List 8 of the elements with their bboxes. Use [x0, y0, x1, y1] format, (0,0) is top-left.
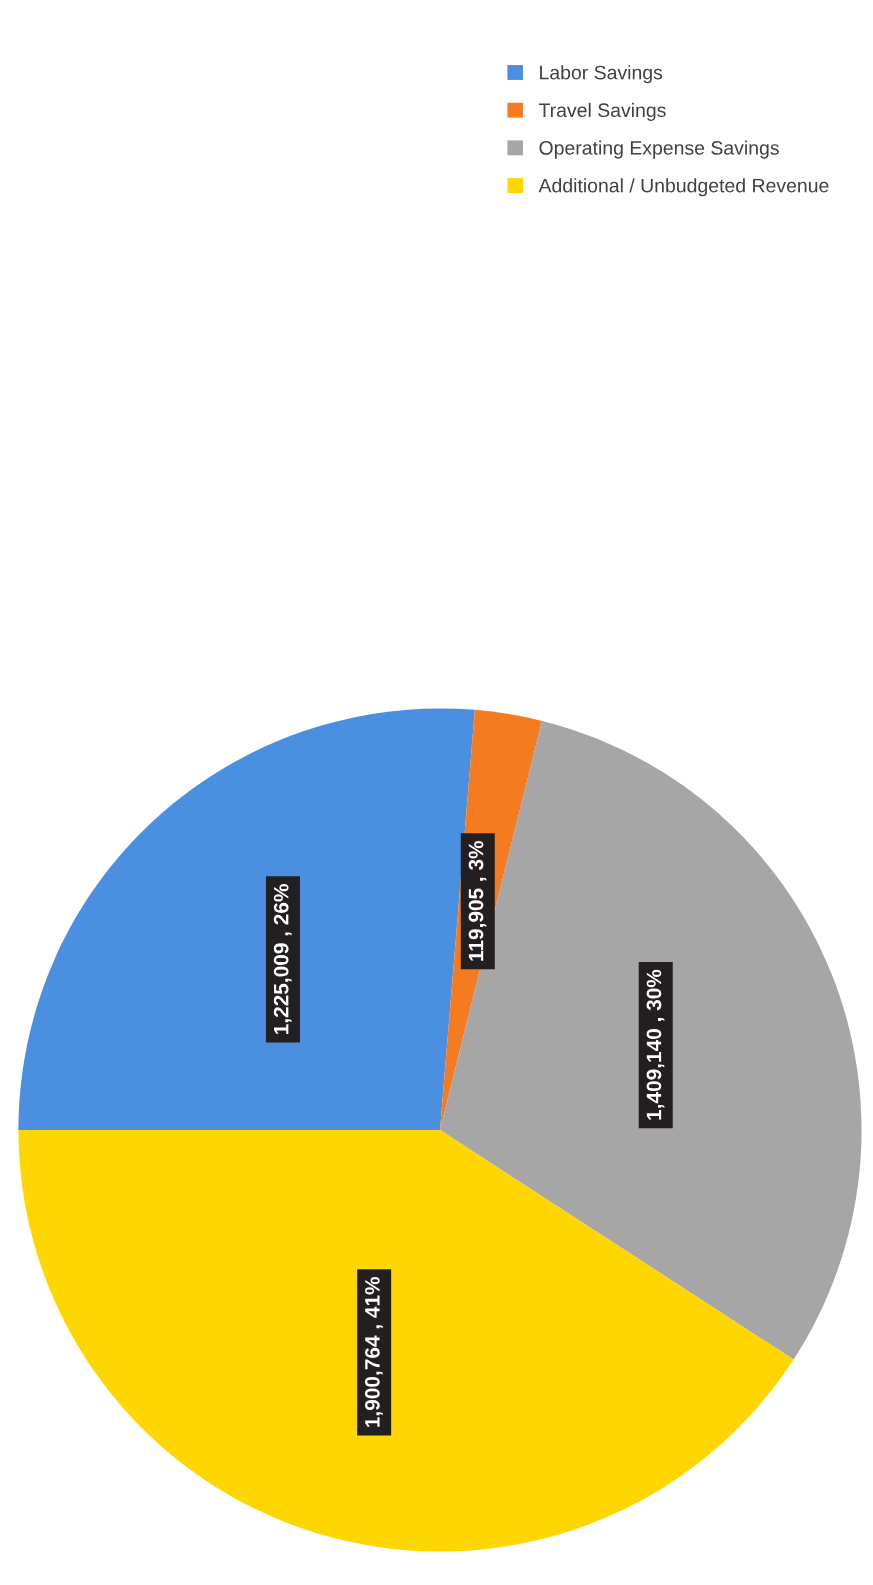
data-label: 1,409,140 , 30%: [646, 969, 665, 1120]
legend-label: Travel Savings: [538, 102, 666, 121]
data-label: 1,225,009 , 26%: [273, 884, 292, 1034]
data-label: 1,900,764 , 41%: [364, 1276, 383, 1427]
legend-label: Operating Expense Savings: [539, 140, 779, 159]
legend-label: Additional / Unbudgeted Revenue: [538, 178, 829, 197]
legend-label: Labor Savings: [540, 65, 663, 84]
data-label: 119,905 , 3%: [468, 840, 487, 961]
